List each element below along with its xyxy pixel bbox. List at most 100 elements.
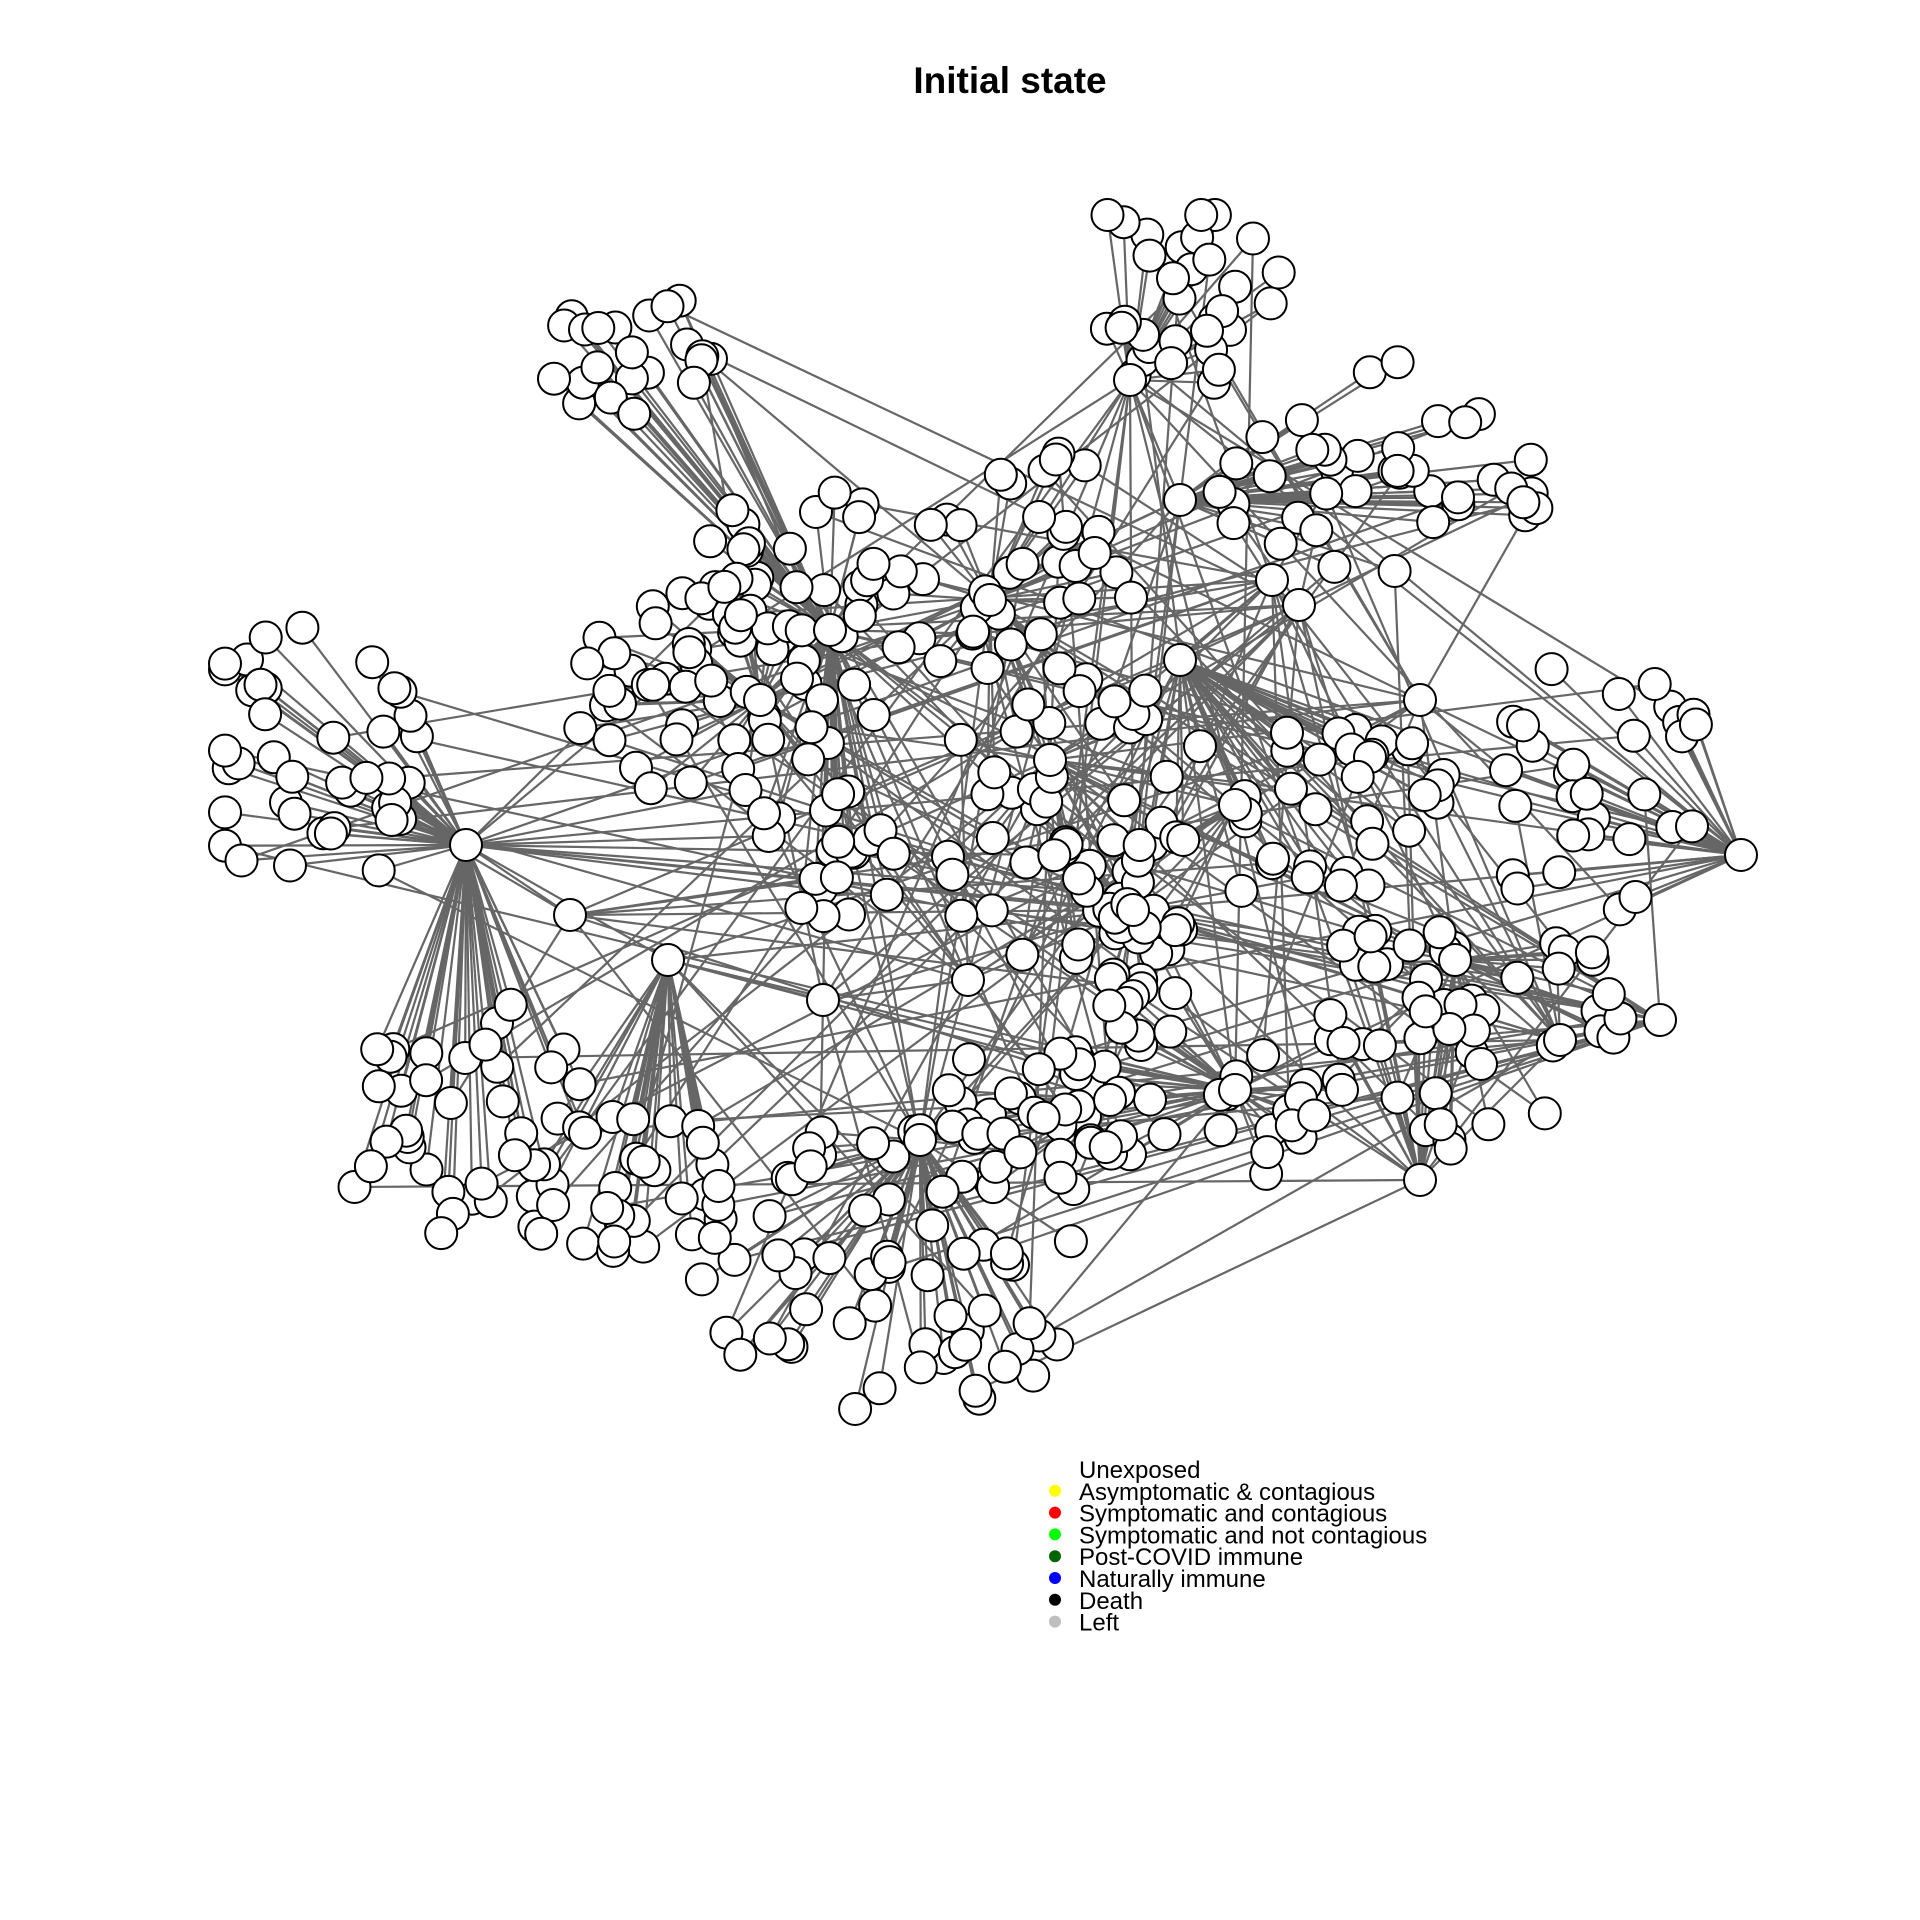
network-node: [838, 1392, 873, 1426]
network-node: [723, 1337, 758, 1372]
network-node: [1377, 554, 1412, 588]
edge: [642, 959, 670, 1247]
network-node: [1423, 1107, 1458, 1142]
network-node: [275, 759, 310, 794]
network-node: [1317, 549, 1352, 584]
network-node: [869, 877, 904, 912]
node-layer: [208, 198, 1758, 1426]
network-node: [956, 614, 991, 649]
network-node: [1201, 352, 1236, 387]
network-node: [1618, 880, 1653, 914]
network-node: [958, 1373, 993, 1408]
edge: [569, 876, 838, 917]
network-node: [1093, 1083, 1127, 1117]
edge: [440, 844, 468, 1234]
network-node: [366, 714, 401, 749]
network-node: [626, 1144, 661, 1179]
network-node: [1541, 951, 1576, 986]
edge: [918, 1139, 929, 1276]
network-node: [817, 475, 852, 510]
edge: [1342, 945, 1422, 1181]
network-node: [1022, 500, 1057, 534]
network-node: [208, 646, 242, 681]
edge: [975, 1179, 1421, 1392]
network-node: [983, 457, 1018, 492]
edge: [1128, 379, 1135, 911]
network-node: [1183, 729, 1217, 764]
network-node: [1513, 442, 1548, 477]
network-node: [360, 1032, 395, 1067]
network-node: [1543, 1023, 1577, 1057]
network-node: [1418, 1076, 1453, 1111]
edge: [963, 1089, 1236, 1255]
network-node: [1005, 546, 1040, 581]
network-node: [975, 821, 1010, 855]
network-node: [536, 1188, 571, 1222]
network-node: [1408, 994, 1443, 1029]
network-node: [1061, 927, 1096, 962]
network-node: [728, 773, 763, 807]
network-node: [791, 742, 826, 777]
network-node: [1107, 783, 1142, 818]
network-node: [819, 860, 854, 895]
edge: [1129, 379, 1697, 726]
edge: [1049, 758, 1236, 807]
network-node: [1392, 928, 1427, 963]
network-node: [534, 1050, 569, 1085]
network-node: [952, 1042, 986, 1077]
edge: [814, 511, 832, 631]
network-node: [676, 365, 711, 400]
network-node: [1325, 1072, 1359, 1107]
network-node: [943, 508, 978, 543]
network-node: [752, 1199, 787, 1234]
network-node: [1601, 677, 1636, 711]
edge: [1141, 360, 1237, 1091]
network-node: [1190, 313, 1224, 348]
network-node: [903, 1350, 938, 1385]
network-node: [672, 635, 707, 670]
edge: [642, 959, 670, 1162]
edge: [667, 958, 824, 1002]
edge: [635, 699, 761, 769]
network-node: [842, 500, 877, 535]
edge: [828, 516, 861, 631]
edge: [1179, 659, 1289, 752]
network-node: [780, 661, 814, 696]
network-node: [970, 651, 1005, 685]
network-node: [1218, 1073, 1252, 1107]
edge: [378, 869, 921, 1141]
network-node: [1534, 652, 1569, 687]
network-node: [361, 853, 396, 888]
network-node: [1416, 505, 1451, 540]
network-node: [1092, 988, 1127, 1023]
network-node: [424, 1216, 459, 1251]
network-node: [1077, 536, 1112, 570]
network-node: [915, 1208, 950, 1243]
network-node: [848, 1193, 882, 1228]
edge: [1016, 1039, 1561, 1351]
network-node: [593, 380, 628, 415]
network-node: [1009, 845, 1044, 880]
network-node: [944, 898, 979, 933]
network-node: [1616, 718, 1651, 753]
network-node: [1448, 405, 1483, 440]
network-node: [794, 710, 829, 745]
network-node: [1643, 1003, 1677, 1037]
network-node: [580, 350, 615, 385]
edge: [822, 978, 969, 1002]
network-node: [1224, 873, 1259, 908]
edge: [465, 844, 571, 916]
network-node: [1026, 1100, 1061, 1135]
network-node: [793, 1149, 828, 1184]
legend-swatch: [1049, 1484, 1061, 1497]
network-node: [832, 1306, 867, 1341]
network-node: [1113, 363, 1147, 397]
network-node: [1591, 977, 1626, 1012]
edge: [828, 492, 836, 631]
network-node: [592, 723, 627, 758]
edge: [264, 636, 467, 846]
network-node: [1574, 935, 1609, 970]
network-node: [1438, 943, 1472, 977]
network-node: [1724, 838, 1758, 872]
network-node: [273, 848, 307, 883]
